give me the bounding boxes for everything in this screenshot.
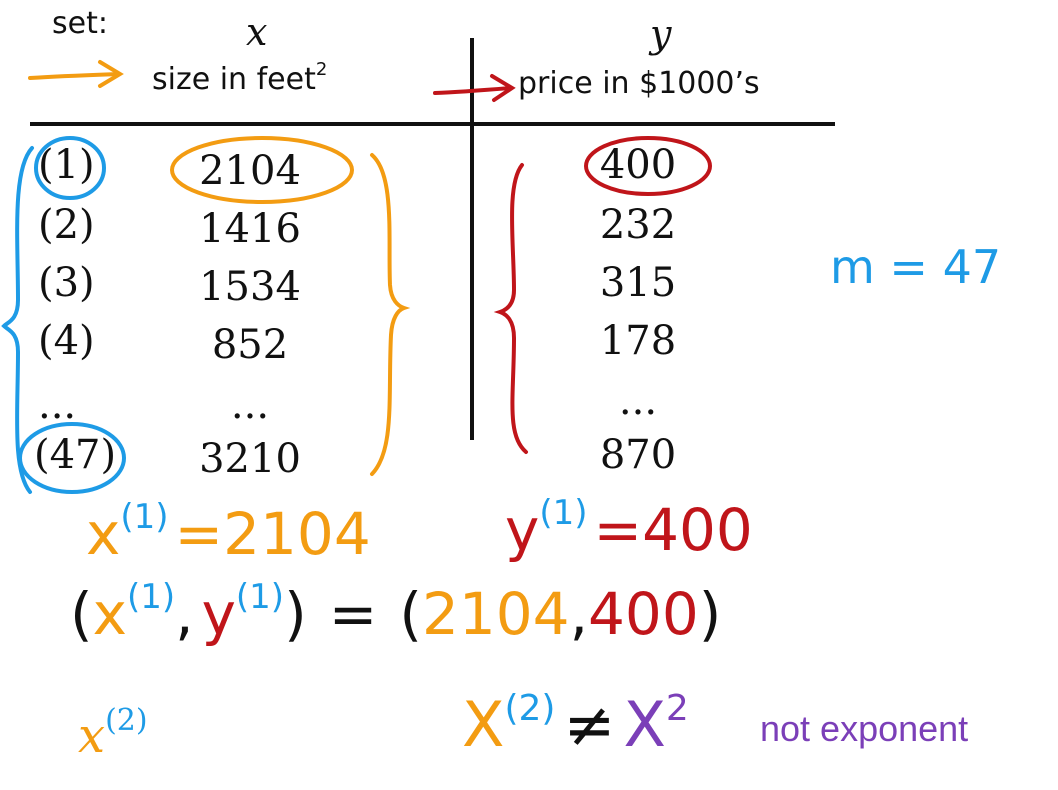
tuple-close-paren: ) <box>284 580 307 648</box>
tuple-equals: = <box>328 580 378 648</box>
row-x-value: ... <box>230 382 270 428</box>
tuple-open-paren-2: ( <box>399 580 422 648</box>
row-x-value: 852 <box>211 322 289 368</box>
x-description-text: size in feet <box>152 62 316 97</box>
x1-equation: x(1) =2104 <box>86 497 371 568</box>
tuple-comma: , <box>175 580 194 648</box>
x1-symbol: x <box>86 500 121 568</box>
row-y-value: 870 <box>599 432 677 478</box>
tuple-y-superscript: (1) <box>235 577 285 617</box>
ineq-x-symbol: X <box>462 688 505 761</box>
orange-arrow-icon <box>28 60 124 88</box>
ineq-power: 2 <box>665 688 689 729</box>
x1-value-circle <box>170 136 354 204</box>
x1-equals: = <box>174 500 224 568</box>
x1-value: 2104 <box>223 500 371 568</box>
x-description-superscript: 2 <box>315 59 328 80</box>
y1-superscript: (1) <box>539 493 588 533</box>
row-y-value: 232 <box>599 202 677 248</box>
y1-equation: y(1) =400 <box>505 493 753 564</box>
y1-value-circle <box>584 136 712 196</box>
index-1-circle <box>34 136 106 200</box>
y-description: price in $1000’s <box>518 66 760 101</box>
x1-superscript: (1) <box>120 497 169 537</box>
tuple-open-paren: ( <box>70 580 93 648</box>
x-description: size in feet2 <box>152 59 328 97</box>
set-label: set: <box>52 6 108 41</box>
tuple-y-symbol: y <box>201 580 236 648</box>
m-note: m = 47 <box>830 240 1002 294</box>
x2-symbol: x <box>78 708 106 764</box>
row-index: (2) <box>38 202 95 248</box>
row-x-value: 3210 <box>199 436 301 482</box>
y-variable-label: y <box>650 12 672 56</box>
tuple-equation: (x(1), y(1)) = (2104,400) <box>70 577 722 648</box>
x2-note: x(2) <box>78 703 148 764</box>
x2-superscript: (2) <box>105 703 148 738</box>
inequality-equation: X(2) ≠ X2 <box>462 688 689 761</box>
row-index: (4) <box>38 318 95 364</box>
tuple-close-paren-2: ) <box>698 580 722 648</box>
row-y-value: 178 <box>599 318 677 364</box>
tuple-x-symbol: x <box>92 580 127 648</box>
row-index: (47) <box>34 432 117 478</box>
row-index: (1) <box>38 142 95 188</box>
row-x-value: 1416 <box>199 206 301 252</box>
tuple-value-1: 2104 <box>421 580 570 648</box>
orange-brace-icon <box>370 153 411 476</box>
row-y-value: 400 <box>599 142 677 188</box>
y1-equals: = <box>593 496 643 564</box>
row-index: ... <box>38 382 77 428</box>
ineq-x-superscript: (2) <box>504 688 556 729</box>
row-index: (3) <box>38 260 95 306</box>
not-exponent-note: not exponent <box>760 708 969 749</box>
row-x-value: 2104 <box>199 148 301 194</box>
tuple-value-2: 400 <box>588 580 699 648</box>
row-x-value: 1534 <box>199 264 301 310</box>
ineq-x2-symbol: X <box>623 688 666 761</box>
tuple-x-superscript: (1) <box>126 577 176 617</box>
x-variable-label: x <box>246 10 268 54</box>
row-y-value: ... <box>618 378 658 424</box>
red-brace-icon <box>493 163 528 454</box>
not-equal-icon: ≠ <box>563 688 616 761</box>
red-arrow-icon <box>433 74 516 102</box>
tuple-comma-2: , <box>569 580 589 648</box>
y1-value: 400 <box>642 496 753 564</box>
y1-symbol: y <box>505 496 540 564</box>
blue-brace-icon <box>1 146 34 494</box>
row-y-value: 315 <box>599 260 677 306</box>
